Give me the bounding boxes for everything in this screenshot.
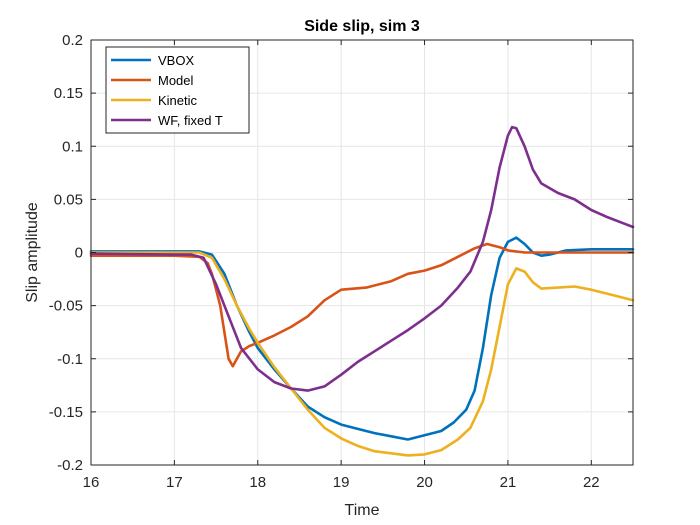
legend: VBOX Model Kinetic WF, fixed T — [105, 46, 250, 134]
series-line-4 — [89, 125, 635, 392]
x-axis-label: Time — [345, 502, 380, 519]
y-tick-label: 0.05 — [54, 191, 83, 208]
legend-label: WF, fixed T — [158, 113, 223, 128]
y-tick-label: 0 — [75, 245, 83, 262]
chart-title: Side slip, sim 3 — [304, 18, 420, 35]
y-tick-label: -0.1 — [57, 351, 83, 368]
series-group — [89, 125, 635, 457]
y-tick-label: 0.15 — [54, 85, 83, 102]
x-tick-label: 20 — [416, 474, 433, 491]
x-tick-label: 21 — [500, 474, 517, 491]
series-line-3 — [89, 251, 635, 457]
y-tick-label: 0.2 — [62, 32, 83, 49]
ticks: 16 17 18 19 20 21 22 0.2 0.15 0.1 0.05 0 -0.05 -0.1 -0… — [49, 32, 633, 491]
series-line-2 — [89, 242, 635, 368]
x-tick-label: 17 — [166, 474, 183, 491]
legend-label: Model — [158, 73, 194, 88]
y-tick-label: 0.1 — [62, 138, 83, 155]
x-tick-label: 22 — [583, 474, 600, 491]
x-tick-label: 19 — [333, 474, 350, 491]
y-tick-label: -0.05 — [49, 298, 83, 315]
legend-label: Kinetic — [158, 93, 198, 108]
legend-label: VBOX — [158, 53, 194, 68]
y-tick-label: -0.15 — [49, 404, 83, 421]
x-tick-label: 18 — [249, 474, 266, 491]
legend-box — [105, 46, 250, 134]
y-axis-label: Slip amplitude — [24, 202, 41, 303]
y-tick-label: -0.2 — [57, 457, 83, 474]
x-tick-label: 16 — [83, 474, 100, 491]
